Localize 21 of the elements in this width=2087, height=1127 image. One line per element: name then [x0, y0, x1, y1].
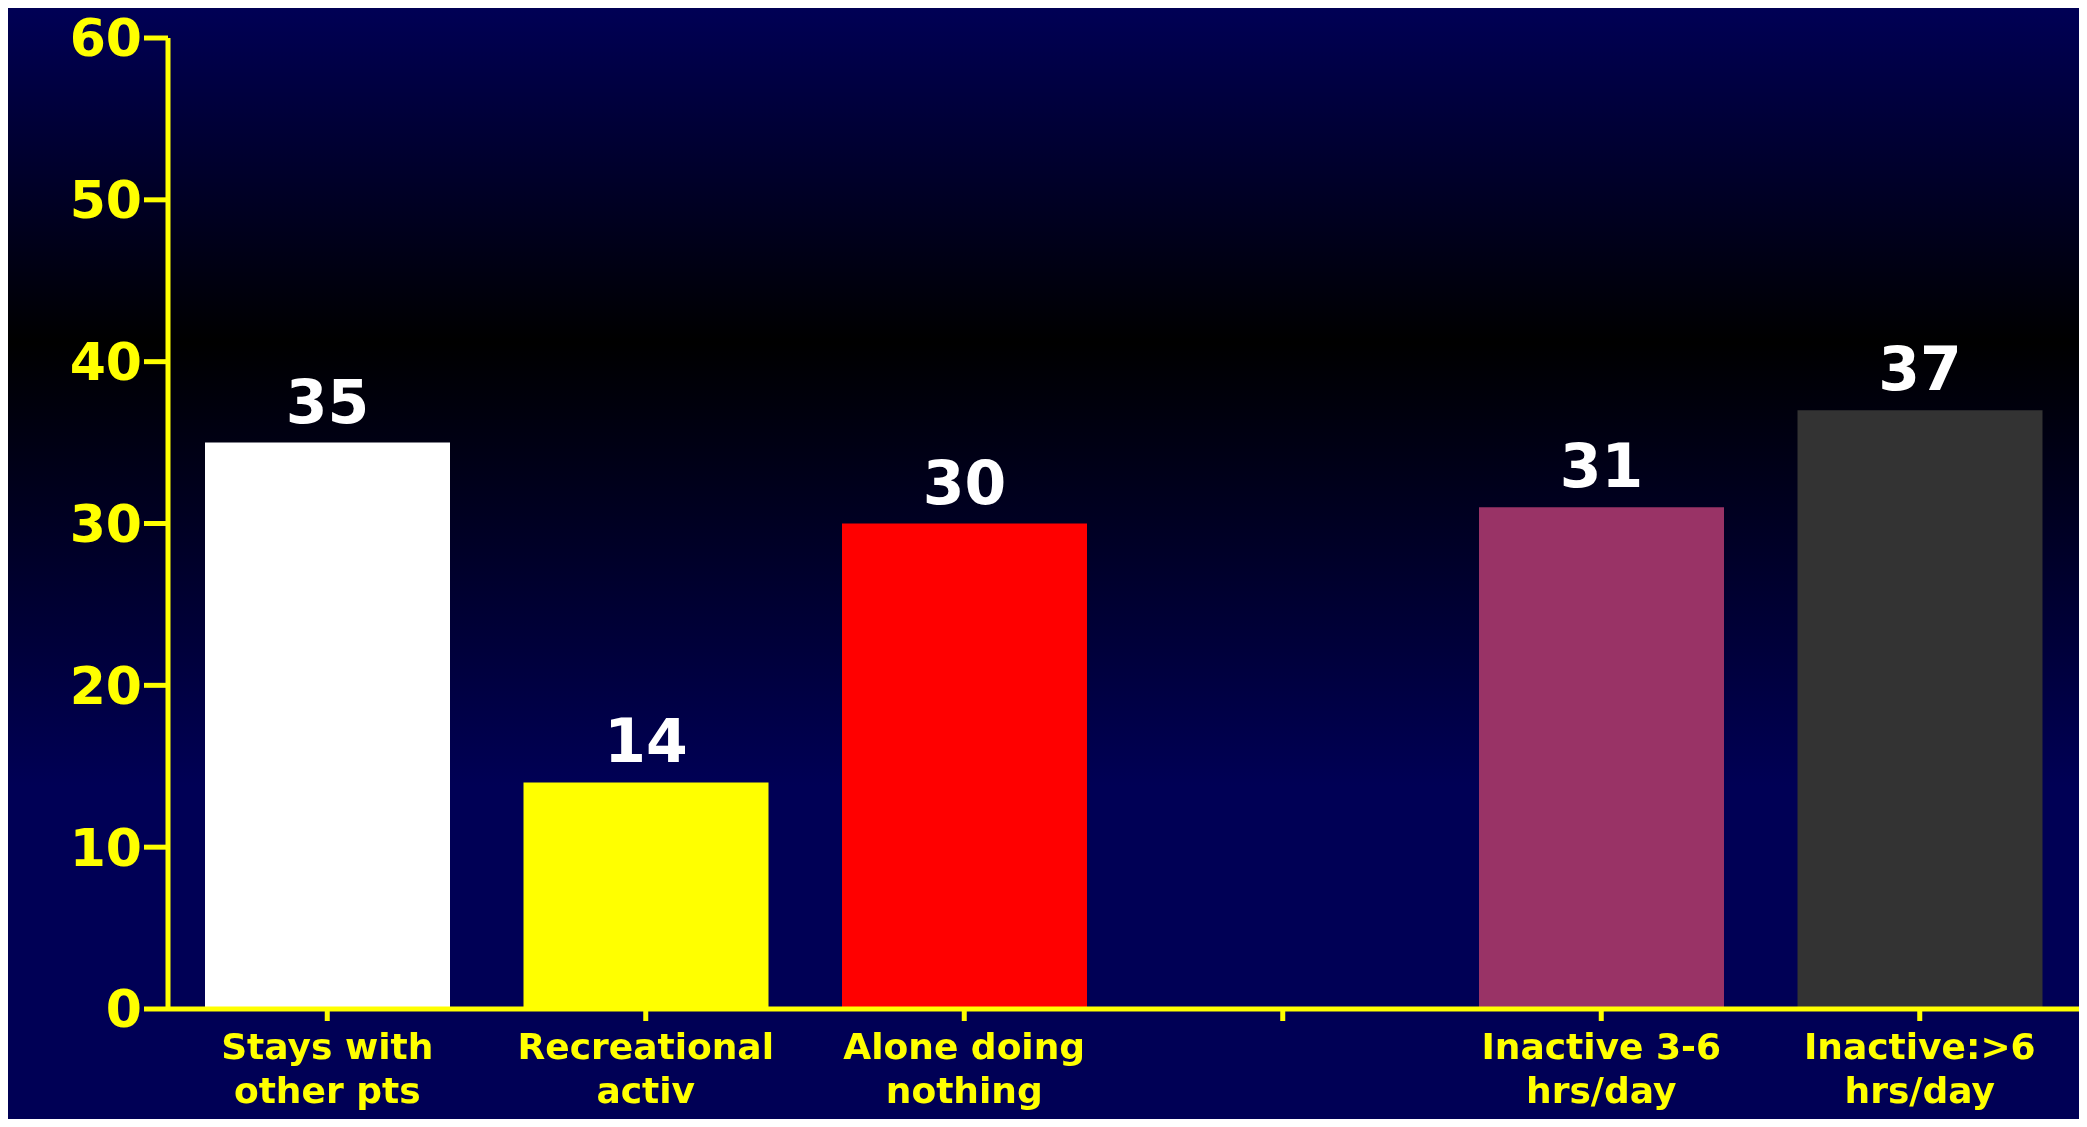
- y-tick-label: 0: [105, 979, 142, 1040]
- x-tick-label: Stays with other pts: [221, 1026, 434, 1111]
- x-tick-label: Inactive:>6 hrs/day: [1803, 1026, 2036, 1111]
- bar: [205, 442, 450, 1009]
- y-tick-label: 30: [69, 493, 142, 554]
- x-tick-label: Alone doing nothing: [843, 1026, 1086, 1111]
- y-tick-label: 20: [69, 655, 142, 716]
- bar: [1479, 507, 1724, 1009]
- data-label: 31: [1559, 431, 1644, 502]
- bar: [1797, 410, 2043, 1009]
- data-label: 30: [922, 447, 1007, 518]
- y-tick-label: 10: [69, 817, 142, 878]
- x-tick-label: Inactive 3-6 hrs/day: [1481, 1026, 1722, 1111]
- data-label: 14: [604, 706, 688, 777]
- y-tick-label: 50: [69, 170, 142, 231]
- x-tick-label: Recreational activ: [517, 1026, 774, 1111]
- data-label: 35: [285, 366, 370, 437]
- data-label: 37: [1878, 334, 1962, 405]
- y-tick-label: 60: [69, 8, 142, 69]
- y-tick-label: 40: [69, 332, 142, 393]
- bar: [842, 523, 1087, 1009]
